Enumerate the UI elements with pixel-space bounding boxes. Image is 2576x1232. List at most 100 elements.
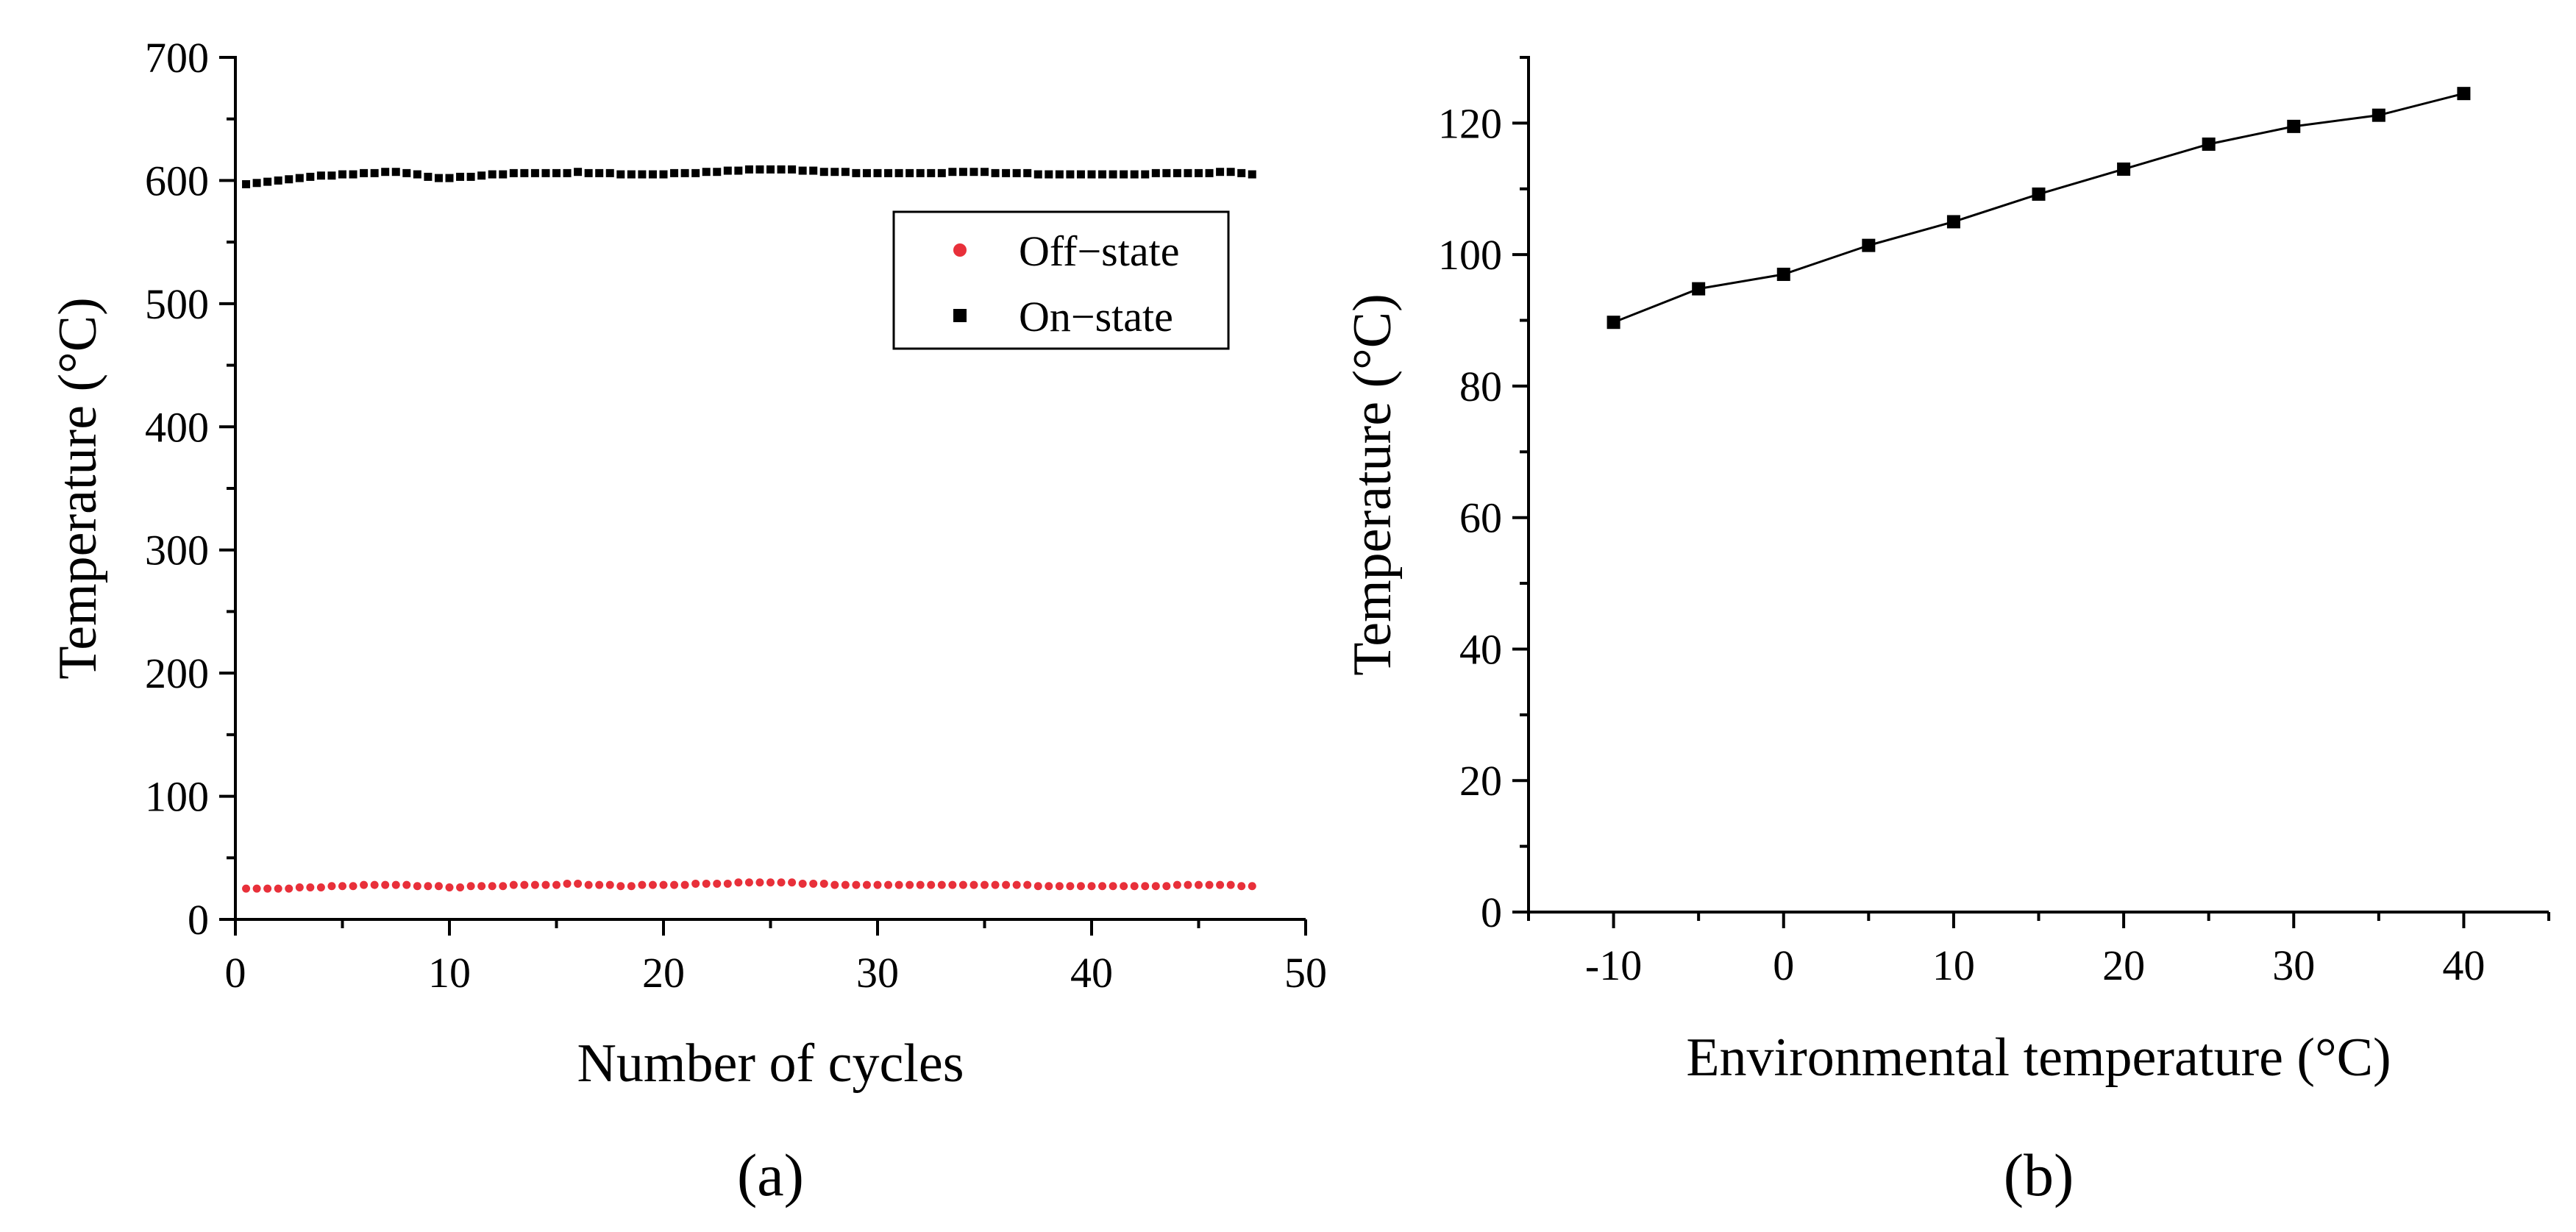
chart-a-point-on-state [819,168,828,177]
chart-a-point-on-state [969,168,978,177]
chart-a-point-on-state [552,168,561,177]
chart-a-point-off-state [691,879,700,888]
chart-a-point-off-state [916,880,925,889]
chart-a-point-on-state [744,165,753,174]
chart-a-point-on-state [263,177,272,186]
chart-a-point-off-state [905,880,914,889]
chart-a-x-axis-title: Number of cycles [577,1033,964,1094]
chart-a-point-on-state [1237,168,1246,177]
chart-a-point-off-state [1173,880,1181,889]
chart-a-point-off-state [680,880,689,889]
chart-a-point-on-state [1087,170,1096,179]
chart-a-point-on-state [1205,168,1214,177]
chart-a-point-on-state [509,168,518,177]
chart-a-point-on-state [755,165,764,174]
chart-a-point-off-state [1023,880,1032,889]
chart-a-point-off-state [809,879,818,888]
chart-a-point-on-state [648,170,657,179]
chart-a-point-off-state [1120,882,1128,891]
chart-a-point-off-state [338,882,346,891]
chart-a-point-off-state [852,880,861,889]
chart-b-point [2372,108,2385,122]
chart-a-point-off-state [1033,882,1042,891]
chart-a-point-on-state [295,174,304,182]
chart-a-point-on-state [1151,168,1160,177]
chart-a-point-on-state [991,168,1000,177]
chart-a-point-on-state [499,170,508,179]
chart-a-point-off-state [391,880,400,889]
chart-a-point-on-state [873,168,882,177]
chart-a-point-off-state [1162,882,1171,891]
chart-a-point-off-state [242,884,251,893]
chart-a-point-off-state [713,879,722,888]
chart-a-point-on-state [1184,168,1192,177]
legend-off-state-label: Off−state [1019,227,1179,275]
chart-a-point-on-state [616,170,625,179]
chart-a-point-off-state [424,882,433,891]
chart-a-y-tick-label: 300 [145,527,209,574]
chart-a-point-on-state [905,168,914,177]
chart-a-point-on-state [1109,170,1117,179]
chart-a-point-on-state [1033,170,1042,179]
chart-b-x-tick-label: 20 [2102,941,2145,989]
chart-a-point-on-state [574,168,583,177]
chart-b-point [1607,316,1620,330]
chart-b-point [2287,119,2301,133]
chart-b-y-tick-label: 60 [1459,494,1502,542]
chart-a-point-on-state [713,168,722,177]
chart-a-point-off-state [349,882,357,891]
chart-a-point-off-state [1248,882,1256,891]
chart-a-point-off-state [1205,880,1214,889]
chart-b-y-axis-title: Temperature (°C) [1342,293,1403,676]
chart-a-point-off-state [1098,882,1107,891]
chart-a-point-on-state [316,171,325,180]
chart-a-point-off-state [937,880,946,889]
chart-a-point-on-state [937,168,946,177]
chart-b-point [2117,162,2131,176]
chart-a-x-tick-label: 20 [642,949,685,997]
chart-a-point-off-state [788,878,797,887]
chart-a-ticks: 0 100 200 300 400 500 600 700 0 10 20 30 40 50 [145,34,1327,997]
chart-a-point-on-state [605,168,614,177]
legend-on-state-marker [953,309,967,322]
chart-a-point-on-state [948,168,957,177]
chart-b-x-tick-label: -10 [1585,941,1642,989]
chart-a-point-on-state [702,168,711,177]
chart-b-x-tick-label: 40 [2442,941,2485,989]
chart-b-point [1862,238,1876,252]
chart-a-point-on-state [563,168,572,177]
chart-a-point-off-state [1151,882,1160,891]
chart-b-y-tick-label: 100 [1438,231,1502,279]
chart-a-point-off-state [306,883,315,891]
chart-a-point-off-state [777,878,786,887]
chart-a-point-on-state [445,174,454,182]
chart-a-point-off-state [723,879,732,888]
chart-b-x-axis-title: Environmental temperature (°C) [1686,1028,2391,1088]
chart-a-y-tick-label: 400 [145,403,209,451]
chart-a-point-on-state [852,168,861,177]
chart-a-point-off-state [274,884,282,893]
chart-a-point-off-state [509,880,518,889]
chart-a-y-tick-label: 200 [145,649,209,697]
chart-a-point-off-state [295,883,304,891]
chart-b-point [2457,87,2471,101]
chart-b-y-tick-label: 20 [1459,757,1502,805]
chart-a-point-on-state [242,179,251,188]
chart-a-point-on-state [809,166,818,175]
chart-a-point-off-state [563,879,572,888]
chart-a-point-off-state [948,880,957,889]
chart-a-point-on-state [1002,168,1011,177]
chart-a-point-on-state [916,168,925,177]
chart-a-point-off-state [969,880,978,889]
chart-a-point-on-state [1076,170,1085,179]
chart-a-point-off-state [316,883,325,891]
chart-a-panel-label: (a) [737,1142,804,1208]
chart-a-point-off-state [584,880,593,889]
chart-a-x-tick-label: 10 [428,949,471,997]
chart-a-point-on-state [691,168,700,177]
chart-a-point-on-state [466,172,475,181]
chart-a-point-on-state [349,170,357,179]
chart-b-y-tick-label: 80 [1459,363,1502,410]
chart-a-point-on-state [1216,168,1225,177]
